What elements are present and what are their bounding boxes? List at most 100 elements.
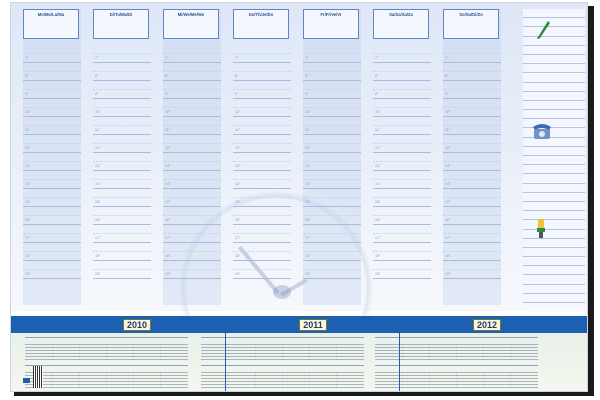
hour-row[interactable]: 15° (443, 189, 501, 207)
hour-row[interactable]: 17° (233, 225, 291, 243)
hour-row[interactable]: 19° (233, 261, 291, 279)
hour-row[interactable]: 9° (303, 81, 361, 99)
hour-row[interactable]: 14° (443, 171, 501, 189)
note-line[interactable] (523, 128, 585, 138)
hour-row[interactable]: 11° (373, 117, 431, 135)
note-line[interactable] (523, 119, 585, 129)
note-line[interactable] (523, 220, 585, 230)
hour-row[interactable]: 14° (303, 171, 361, 189)
hour-row[interactable]: 19° (443, 261, 501, 279)
hour-row[interactable]: 17° (443, 225, 501, 243)
hour-row[interactable]: 15° (373, 189, 431, 207)
hour-row[interactable]: 19° (93, 261, 151, 279)
hour-row[interactable]: 7° (303, 45, 361, 63)
hour-row[interactable]: 18° (303, 243, 361, 261)
note-line[interactable] (523, 73, 585, 83)
hour-row[interactable]: 12° (163, 135, 221, 153)
note-line[interactable] (523, 55, 585, 65)
hour-row[interactable]: 17° (93, 225, 151, 243)
note-line[interactable] (523, 37, 585, 46)
hour-row[interactable]: 11° (163, 117, 221, 135)
hour-row[interactable]: 12° (303, 135, 361, 153)
hour-row[interactable]: 15° (303, 189, 361, 207)
hour-row[interactable]: 10° (93, 99, 151, 117)
hour-row[interactable]: 19° (163, 261, 221, 279)
hour-row[interactable]: 18° (93, 243, 151, 261)
note-line[interactable] (523, 64, 585, 74)
note-line[interactable] (523, 92, 585, 101)
hour-row[interactable]: 12° (443, 135, 501, 153)
hour-row[interactable]: 12° (373, 135, 431, 153)
hour-row[interactable]: 13° (93, 153, 151, 171)
hour-row[interactable]: 7° (23, 45, 81, 63)
hour-row[interactable]: 11° (23, 117, 81, 135)
hour-row[interactable]: 14° (373, 171, 431, 189)
hour-row[interactable]: 17° (163, 225, 221, 243)
hour-row[interactable]: 17° (23, 225, 81, 243)
hour-row[interactable]: 16° (93, 207, 151, 225)
hour-row[interactable]: 7° (163, 45, 221, 63)
note-line[interactable] (523, 18, 585, 28)
hour-row[interactable]: 13° (373, 153, 431, 171)
hour-row[interactable]: 17° (303, 225, 361, 243)
hour-row[interactable]: 12° (23, 135, 81, 153)
hour-row[interactable]: 18° (163, 243, 221, 261)
hour-row[interactable]: 8° (163, 63, 221, 81)
hour-row[interactable]: 14° (163, 171, 221, 189)
hour-row[interactable]: 8° (373, 63, 431, 81)
hour-row[interactable]: 16° (373, 207, 431, 225)
note-line[interactable] (523, 248, 585, 258)
note-line[interactable] (523, 174, 585, 184)
hour-row[interactable]: 10° (443, 99, 501, 117)
note-line[interactable] (523, 266, 585, 276)
hour-row[interactable]: 7° (233, 45, 291, 63)
hour-row[interactable]: 16° (233, 207, 291, 225)
note-line[interactable] (523, 165, 585, 175)
hour-row[interactable]: 16° (443, 207, 501, 225)
hour-row[interactable]: 7° (93, 45, 151, 63)
hour-row[interactable]: 7° (373, 45, 431, 63)
note-line[interactable] (523, 193, 585, 202)
note-line[interactable] (523, 211, 585, 221)
hour-row[interactable]: 19° (23, 261, 81, 279)
hour-row[interactable]: 13° (443, 153, 501, 171)
note-line[interactable] (523, 46, 585, 55)
note-line[interactable] (523, 156, 585, 166)
hour-row[interactable]: 13° (303, 153, 361, 171)
hour-row[interactable]: 11° (443, 117, 501, 135)
hour-row[interactable]: 10° (373, 99, 431, 117)
note-line[interactable] (523, 101, 585, 111)
hour-row[interactable]: 12° (93, 135, 151, 153)
note-line[interactable] (523, 138, 585, 147)
note-line[interactable] (523, 9, 585, 19)
hour-row[interactable]: 15° (93, 189, 151, 207)
hour-row[interactable]: 14° (23, 171, 81, 189)
hour-row[interactable]: 13° (23, 153, 81, 171)
hour-row[interactable]: 8° (443, 63, 501, 81)
hour-row[interactable]: 8° (303, 63, 361, 81)
note-line[interactable] (523, 239, 585, 248)
hour-row[interactable]: 18° (373, 243, 431, 261)
hour-row[interactable]: 19° (373, 261, 431, 279)
hour-row[interactable]: 15° (23, 189, 81, 207)
note-line[interactable] (523, 230, 585, 239)
hour-row[interactable]: 16° (163, 207, 221, 225)
note-line[interactable] (523, 83, 585, 92)
note-line[interactable] (523, 285, 585, 294)
hour-row[interactable]: 15° (163, 189, 221, 207)
hour-row[interactable]: 7° (443, 45, 501, 63)
hour-row[interactable]: 10° (163, 99, 221, 117)
hour-row[interactable]: 16° (303, 207, 361, 225)
hour-row[interactable]: 14° (233, 171, 291, 189)
hour-row[interactable]: 8° (233, 63, 291, 81)
hour-row[interactable]: 18° (233, 243, 291, 261)
note-line[interactable] (523, 110, 585, 120)
hour-row[interactable]: 14° (93, 171, 151, 189)
hour-row[interactable]: 10° (23, 99, 81, 117)
hour-row[interactable]: 18° (23, 243, 81, 261)
hour-row[interactable]: 16° (23, 207, 81, 225)
hour-row[interactable]: 9° (93, 81, 151, 99)
hour-row[interactable]: 18° (443, 243, 501, 261)
hour-row[interactable]: 12° (233, 135, 291, 153)
hour-row[interactable]: 13° (233, 153, 291, 171)
